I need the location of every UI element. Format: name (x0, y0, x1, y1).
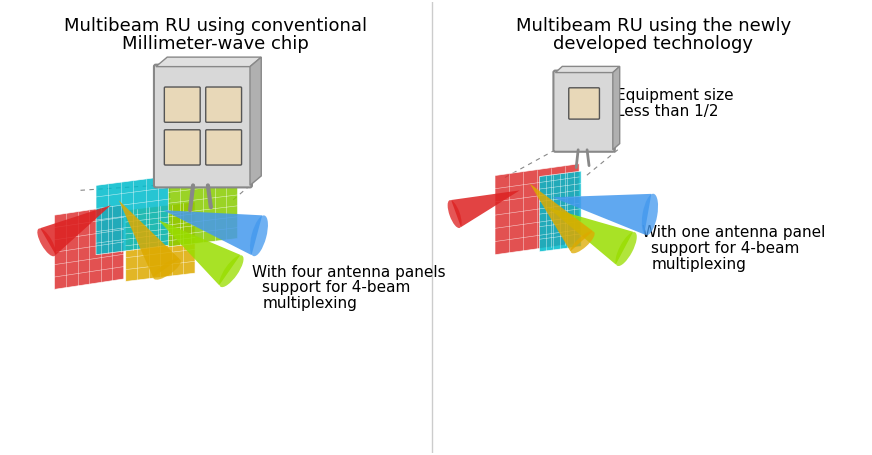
Text: Equipment size: Equipment size (616, 88, 733, 103)
Ellipse shape (250, 215, 268, 256)
Polygon shape (126, 202, 195, 282)
Polygon shape (540, 171, 581, 252)
Ellipse shape (447, 200, 461, 228)
Polygon shape (495, 164, 579, 255)
Polygon shape (156, 57, 262, 66)
Text: With four antenna panels: With four antenna panels (253, 265, 446, 280)
FancyBboxPatch shape (206, 87, 242, 122)
Text: Less than 1/2: Less than 1/2 (616, 104, 719, 119)
Text: support for 4-beam: support for 4-beam (262, 280, 411, 295)
Ellipse shape (616, 232, 637, 266)
Ellipse shape (37, 228, 56, 256)
FancyBboxPatch shape (569, 88, 599, 119)
Ellipse shape (570, 231, 595, 253)
Ellipse shape (642, 194, 658, 235)
Text: support for 4-beam: support for 4-beam (651, 241, 800, 256)
Text: developed technology: developed technology (554, 35, 753, 53)
Polygon shape (40, 205, 111, 255)
Polygon shape (168, 173, 237, 247)
Ellipse shape (153, 259, 181, 280)
FancyBboxPatch shape (206, 130, 242, 165)
FancyBboxPatch shape (164, 130, 201, 165)
Polygon shape (553, 194, 651, 234)
Polygon shape (163, 210, 262, 255)
Text: Millimeter-wave chip: Millimeter-wave chip (122, 35, 310, 53)
Polygon shape (250, 57, 262, 186)
Text: multiplexing: multiplexing (262, 296, 358, 311)
FancyBboxPatch shape (554, 71, 615, 152)
Polygon shape (613, 66, 620, 150)
Polygon shape (529, 183, 593, 251)
Text: multiplexing: multiplexing (651, 257, 746, 272)
Polygon shape (451, 190, 520, 227)
FancyBboxPatch shape (154, 65, 252, 187)
Polygon shape (96, 176, 170, 255)
Polygon shape (555, 66, 620, 72)
Ellipse shape (219, 255, 243, 287)
Polygon shape (54, 205, 124, 289)
FancyBboxPatch shape (164, 87, 201, 122)
Text: Multibeam RU using conventional: Multibeam RU using conventional (65, 17, 367, 35)
Polygon shape (159, 220, 241, 285)
Polygon shape (548, 207, 633, 264)
Text: Multibeam RU using the newly: Multibeam RU using the newly (515, 17, 791, 35)
Polygon shape (119, 200, 180, 277)
Text: With one antenna panel: With one antenna panel (642, 225, 825, 240)
